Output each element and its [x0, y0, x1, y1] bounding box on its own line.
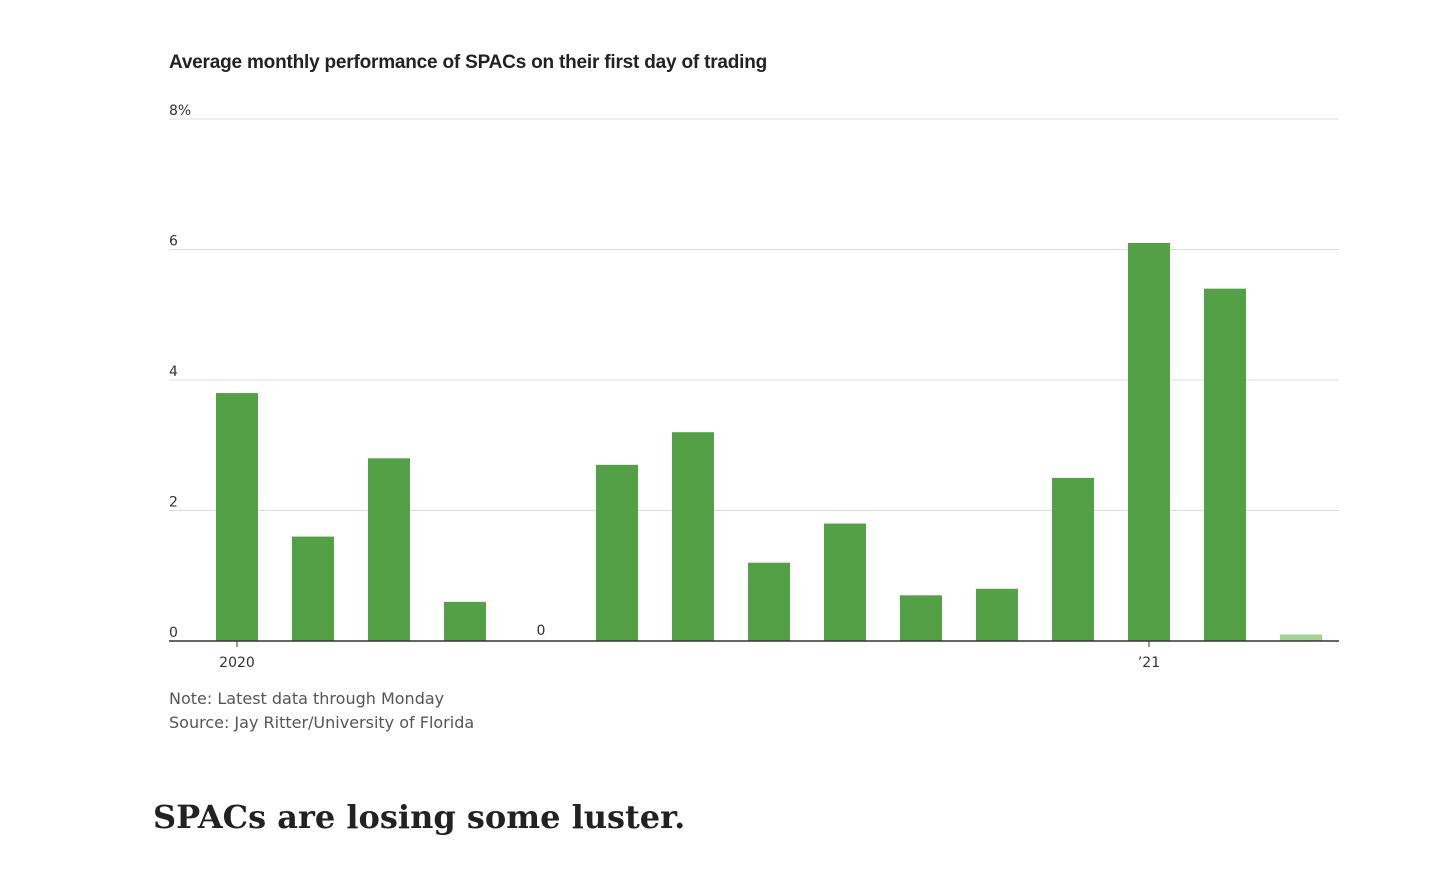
- bar: [216, 393, 258, 641]
- bar: [748, 562, 790, 641]
- bar: [672, 432, 714, 641]
- bar: [1052, 477, 1094, 641]
- bar: [976, 588, 1018, 641]
- bar-chart: 0 2 4 6 8% 0 2020 ’21: [169, 103, 1339, 671]
- y-tick-label: 2: [169, 495, 178, 511]
- bar: [596, 464, 638, 641]
- y-tick-label: 4: [169, 364, 178, 380]
- x-tick-label: ’21: [1138, 655, 1160, 671]
- bar: [900, 595, 942, 641]
- bar: [1128, 242, 1170, 641]
- chart-source: Source: Jay Ritter/University of Florida: [169, 713, 475, 732]
- chart-note: Note: Latest data through Monday: [169, 689, 445, 708]
- bar: [1204, 288, 1246, 641]
- y-tick-label: 8%: [169, 103, 191, 119]
- data-label: 0: [537, 623, 546, 639]
- bar: [1280, 634, 1322, 641]
- bar: [368, 458, 410, 641]
- y-tick-label: 0: [169, 625, 178, 641]
- bar: [292, 536, 334, 641]
- y-tick-label: 6: [169, 234, 178, 250]
- bar: [824, 523, 866, 641]
- bar: [444, 601, 486, 641]
- chart-title: Average monthly performance of SPACs on …: [169, 52, 768, 73]
- x-tick-label: 2020: [219, 655, 255, 671]
- article-headline: SPACs are losing some luster.: [153, 798, 686, 836]
